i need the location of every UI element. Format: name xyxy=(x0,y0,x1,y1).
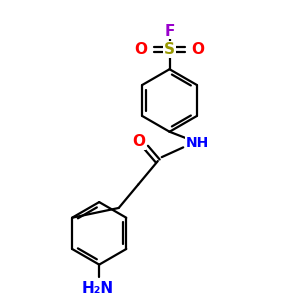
Text: O: O xyxy=(132,134,145,149)
Text: H₂N: H₂N xyxy=(81,280,113,296)
Text: F: F xyxy=(164,24,175,39)
Text: NH: NH xyxy=(185,136,208,151)
Text: O: O xyxy=(135,42,148,57)
Text: O: O xyxy=(191,42,204,57)
Text: S: S xyxy=(164,42,175,57)
